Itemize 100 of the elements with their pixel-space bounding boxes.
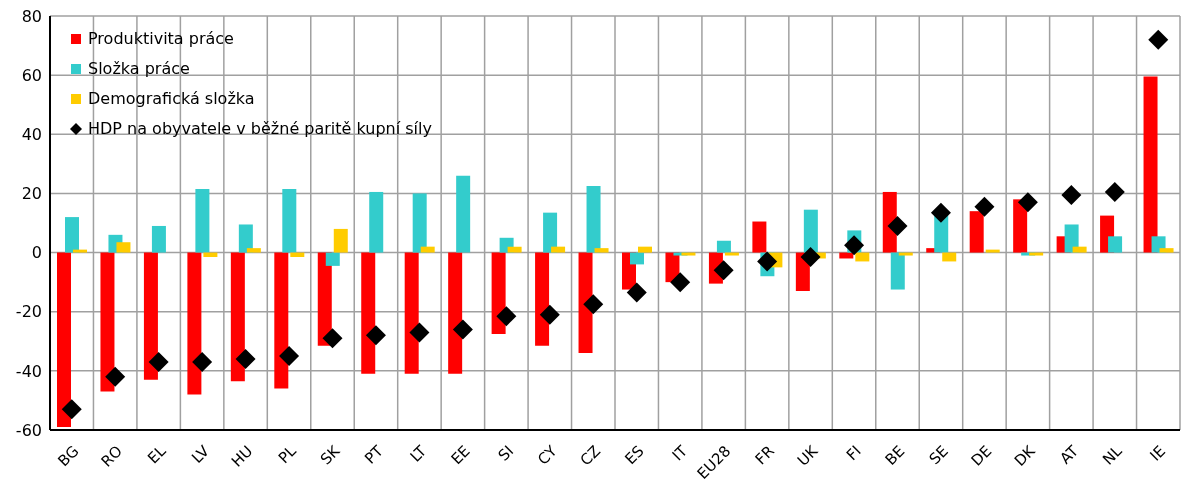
bar <box>507 246 522 253</box>
bar <box>1143 76 1158 253</box>
bar <box>630 252 644 265</box>
y-tick-label: 60 <box>21 65 42 85</box>
bar <box>594 248 609 253</box>
point <box>409 322 430 343</box>
x-tick-label: IE <box>1146 442 1170 465</box>
bar <box>361 252 376 374</box>
bar <box>274 252 289 389</box>
bar <box>681 252 696 256</box>
bar <box>752 221 767 253</box>
point <box>235 349 256 370</box>
x-tick-label: IT <box>668 441 692 465</box>
bar <box>290 252 305 258</box>
x-tick-label: UK <box>793 441 823 470</box>
x-tick-label: NL <box>1098 441 1127 469</box>
x-tick-label: LT <box>406 441 431 466</box>
y-tick-label: -20 <box>15 302 42 322</box>
bar <box>73 249 87 253</box>
legend-label: HDP na obyvatele v běžné paritě kupní síly <box>88 118 432 140</box>
point <box>844 235 865 256</box>
y-tick-label: 0 <box>31 243 42 263</box>
bar <box>586 186 601 253</box>
bar <box>543 212 558 253</box>
bar <box>57 252 71 428</box>
bar <box>803 209 818 253</box>
bar <box>638 246 652 253</box>
x-tick-label: CY <box>534 441 562 469</box>
bar <box>195 188 210 253</box>
bar <box>985 249 1000 253</box>
bar <box>942 252 957 262</box>
bar <box>716 240 731 253</box>
point <box>757 251 778 272</box>
bar <box>100 252 115 392</box>
y-tick-label: -60 <box>15 420 42 440</box>
bar <box>456 175 471 253</box>
x-tick-label: CZ <box>576 442 605 470</box>
bar <box>890 252 905 290</box>
bar <box>969 211 984 253</box>
bar <box>143 252 158 380</box>
bar <box>578 252 593 354</box>
x-tick-label: PT <box>361 441 388 468</box>
bar <box>898 252 913 256</box>
point <box>974 196 995 217</box>
bar <box>230 252 245 382</box>
point <box>713 260 734 281</box>
point <box>452 319 473 340</box>
bar <box>1029 252 1044 256</box>
bar <box>412 193 427 253</box>
y-tick-label: 80 <box>21 6 42 26</box>
bar <box>1108 236 1123 253</box>
x-tick-label: RO <box>97 442 126 471</box>
legend-label: Složka práce <box>88 58 190 80</box>
x-tick-label: PL <box>274 441 301 468</box>
point <box>279 346 300 367</box>
bar <box>187 252 202 395</box>
x-tick-label: SI <box>494 442 518 465</box>
point <box>626 282 647 303</box>
y-tick-label: 20 <box>21 184 42 204</box>
x-tick-label: SE <box>925 442 952 469</box>
bar <box>282 188 297 253</box>
bar <box>420 246 435 253</box>
point <box>887 215 908 236</box>
point <box>1104 181 1125 202</box>
bar <box>369 191 384 253</box>
point <box>800 247 821 268</box>
x-tick-label: AT <box>1056 441 1083 468</box>
x-tick-label: FR <box>751 442 778 469</box>
point <box>1017 192 1038 213</box>
x-tick-label: ES <box>621 442 648 469</box>
point <box>105 366 126 387</box>
bar <box>1064 224 1079 253</box>
bar <box>333 228 348 253</box>
x-tick-label: BG <box>54 442 83 471</box>
bar <box>535 252 550 346</box>
point <box>61 399 82 420</box>
point <box>148 351 169 372</box>
point <box>365 325 386 346</box>
bar <box>1072 246 1087 253</box>
bar <box>491 252 506 334</box>
x-tick-label: DE <box>967 442 996 470</box>
x-tick-label: DK <box>1010 441 1040 470</box>
point <box>1148 29 1169 50</box>
bar <box>404 252 419 374</box>
x-tick-label: LV <box>188 441 214 467</box>
point <box>539 304 560 325</box>
x-tick-label: EE <box>447 442 474 469</box>
y-tick-label: 40 <box>21 124 42 144</box>
x-tick-label: EL <box>144 441 170 468</box>
bar <box>551 246 566 253</box>
bar <box>724 252 739 256</box>
legend-label: Demografická složka <box>88 88 255 110</box>
point <box>192 351 213 372</box>
legend-label: Produktivita práce <box>88 28 234 50</box>
bar <box>1013 199 1028 253</box>
x-tick-label: HU <box>227 442 257 471</box>
point <box>1061 184 1082 205</box>
point <box>496 306 517 327</box>
x-tick-label: SK <box>316 441 345 469</box>
y-tick-label: -40 <box>15 361 42 381</box>
